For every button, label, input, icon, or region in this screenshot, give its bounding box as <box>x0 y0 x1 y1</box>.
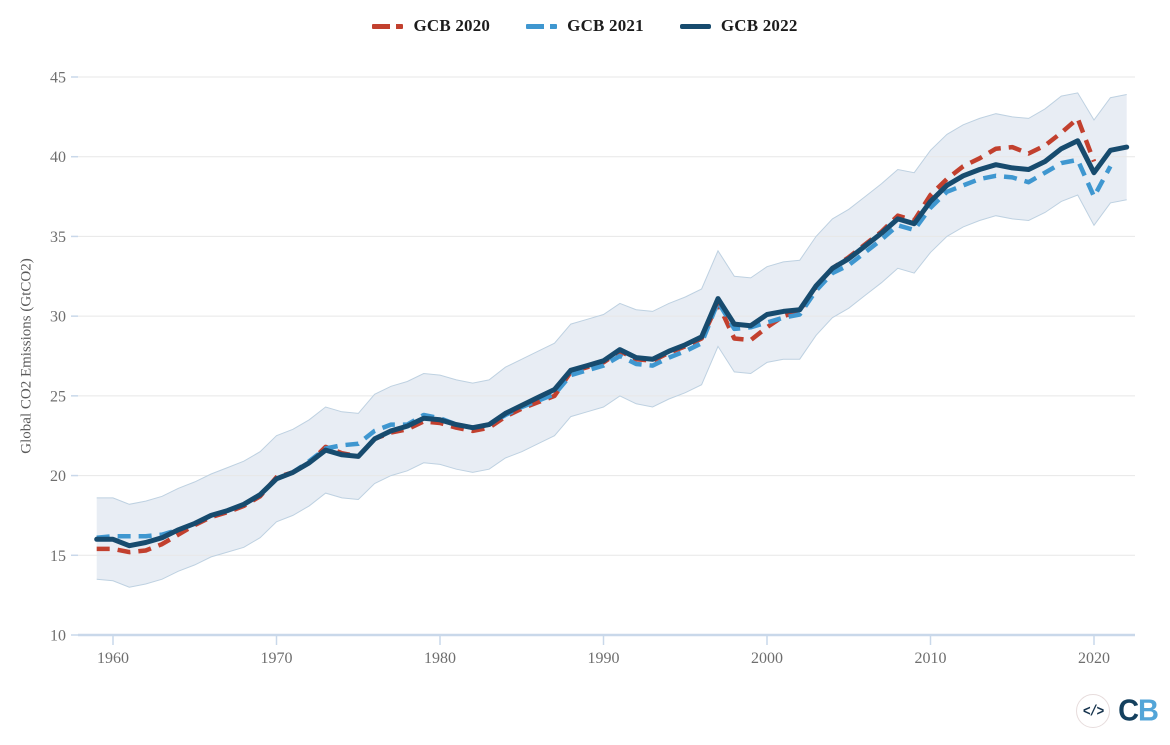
chart-footer: </> C B <box>1076 693 1159 729</box>
embed-code-icon: </> <box>1082 702 1104 720</box>
band-lower-edge <box>96 194 1127 588</box>
y-tick-label: 10 <box>50 628 66 645</box>
logo-letter-b: B <box>1138 693 1159 728</box>
x-tick-label: 2020 <box>1078 650 1110 667</box>
x-tick-label: 2000 <box>751 650 783 667</box>
legend-label-gcb-2020: GCB 2020 <box>413 16 491 35</box>
y-tick-label: 35 <box>50 229 66 246</box>
gcb-2022-line-sample-icon <box>679 23 711 29</box>
carbon-brief-logo[interactable]: C B <box>1118 693 1159 729</box>
y-tick-label: 20 <box>50 468 66 485</box>
y-tick-label: 45 <box>50 69 66 86</box>
legend-item-gcb-2020[interactable]: GCB 2020 <box>372 16 490 36</box>
x-tick-label: 1990 <box>588 650 620 667</box>
legend-item-gcb-2021[interactable]: GCB 2021 <box>526 16 644 36</box>
legend-item-gcb-2022[interactable]: GCB 2022 <box>679 16 798 36</box>
y-tick-label: 40 <box>50 149 66 166</box>
embed-code-button[interactable]: </> <box>1076 694 1111 728</box>
uncertainty-band <box>96 92 1127 588</box>
gcb-2020-line-sample-icon <box>372 23 404 29</box>
legend-label-gcb-2021: GCB 2021 <box>567 16 644 35</box>
y-tick-label: 30 <box>50 309 66 326</box>
gcb-2021-line-sample-icon <box>526 23 558 29</box>
logo-letter-c: C <box>1118 693 1139 728</box>
chart-legend: GCB 2020 GCB 2021 GCB 2022 <box>0 16 1170 36</box>
x-tick-label: 2010 <box>915 650 947 667</box>
x-tick-label: 1960 <box>97 650 129 667</box>
legend-label-gcb-2022: GCB 2022 <box>720 16 798 35</box>
y-tick-label: 25 <box>50 388 66 405</box>
band-upper-edge <box>96 92 1127 505</box>
x-tick-label: 1970 <box>261 650 293 667</box>
x-tick-label: 1980 <box>424 650 456 667</box>
y-tick-label: 15 <box>50 548 66 565</box>
series-line-gcb-2022 <box>94 138 1130 549</box>
